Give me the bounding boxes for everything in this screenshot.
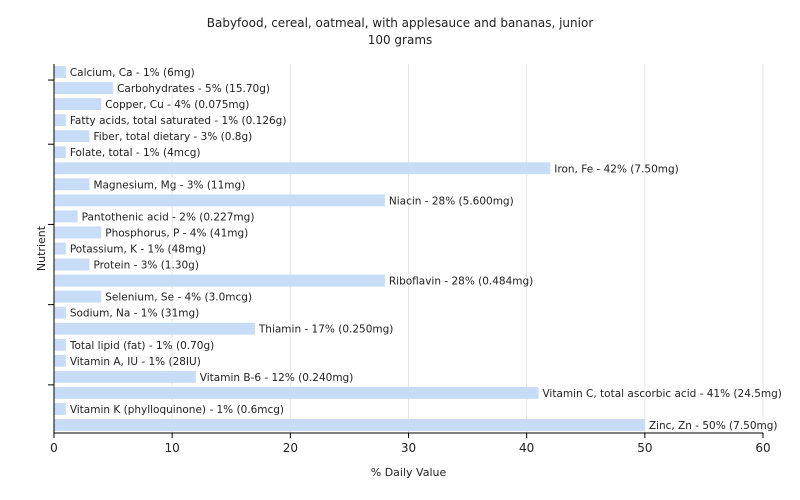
bar-label-19: Vitamin B-6 - 12% (0.240mg) bbox=[200, 372, 354, 384]
bar-label-16: Thiamin - 17% (0.250mg) bbox=[258, 324, 394, 336]
x-tick-label-3: 30 bbox=[401, 441, 416, 455]
bar-label-10: Phosphorus, P - 4% (41mg) bbox=[105, 227, 248, 239]
bar-label-13: Riboflavin - 28% (0.484mg) bbox=[389, 276, 533, 288]
bar-9 bbox=[54, 210, 78, 223]
bar-6 bbox=[54, 162, 551, 175]
chart-title: Babyfood, cereal, oatmeal, with applesau… bbox=[206, 16, 594, 30]
bar-label-1: Carbohydrates - 5% (15.70g) bbox=[117, 83, 270, 95]
bar-label-2: Copper, Cu - 4% (0.075mg) bbox=[105, 99, 249, 111]
bar-5 bbox=[54, 146, 66, 159]
bar-label-6: Iron, Fe - 42% (7.50mg) bbox=[554, 163, 678, 175]
bar-label-5: Folate, total - 1% (4mcg) bbox=[70, 147, 201, 159]
bar-label-17: Total lipid (fat) - 1% (0.70g) bbox=[69, 340, 214, 352]
x-tick-label-2: 20 bbox=[283, 441, 298, 455]
bar-22 bbox=[54, 419, 645, 431]
bar-8 bbox=[54, 194, 385, 207]
bar-10 bbox=[54, 226, 102, 239]
bar-12 bbox=[54, 258, 90, 271]
bar-15 bbox=[54, 306, 66, 319]
bar-label-3: Fatty acids, total saturated - 1% (0.126… bbox=[70, 115, 287, 127]
bar-2 bbox=[54, 98, 102, 111]
bar-16 bbox=[54, 322, 255, 335]
x-axis-title: % Daily Value bbox=[371, 466, 447, 479]
bar-label-7: Magnesium, Mg - 3% (11mg) bbox=[93, 179, 245, 191]
x-tick-label-6: 60 bbox=[755, 441, 770, 455]
bar-label-9: Pantothenic acid - 2% (0.227mg) bbox=[82, 211, 255, 223]
bar-1 bbox=[54, 82, 114, 95]
bar-label-22: Zinc, Zn - 50% (7.50mg) bbox=[649, 420, 778, 432]
y-axis-title: Nutrient bbox=[35, 225, 48, 271]
bar-0 bbox=[54, 66, 66, 78]
bar-label-21: Vitamin K (phylloquinone) - 1% (0.6mcg) bbox=[70, 404, 284, 416]
bar-7 bbox=[54, 178, 90, 191]
bar-label-20: Vitamin C, total ascorbic acid - 41% (24… bbox=[542, 388, 781, 400]
x-tick-label-0: 0 bbox=[50, 441, 58, 455]
bar-label-12: Protein - 3% (1.30g) bbox=[93, 260, 199, 272]
x-tick-label-5: 50 bbox=[637, 441, 652, 455]
bar-label-18: Vitamin A, IU - 1% (28IU) bbox=[70, 356, 201, 368]
bar-19 bbox=[54, 370, 196, 383]
bar-label-0: Calcium, Ca - 1% (6mg) bbox=[70, 67, 195, 79]
bar-label-14: Selenium, Se - 4% (3.0mcg) bbox=[105, 292, 252, 304]
x-tick-label-4: 40 bbox=[519, 441, 534, 455]
bar-13 bbox=[54, 274, 385, 287]
bar-17 bbox=[54, 338, 66, 351]
bar-11 bbox=[54, 242, 66, 255]
bar-3 bbox=[54, 114, 66, 127]
bar-14 bbox=[54, 290, 102, 303]
bar-18 bbox=[54, 354, 66, 367]
bar-label-4: Fiber, total dietary - 3% (0.8g) bbox=[93, 131, 252, 143]
bar-20 bbox=[54, 386, 539, 399]
bar-4 bbox=[54, 130, 90, 143]
chart-subtitle: 100 grams bbox=[367, 33, 433, 47]
bar-label-8: Niacin - 28% (5.600mg) bbox=[389, 195, 514, 207]
x-tick-label-1: 10 bbox=[165, 441, 180, 455]
bar-21 bbox=[54, 402, 66, 415]
bar-label-11: Potassium, K - 1% (48mg) bbox=[70, 244, 206, 256]
bar-label-15: Sodium, Na - 1% (31mg) bbox=[70, 308, 199, 320]
